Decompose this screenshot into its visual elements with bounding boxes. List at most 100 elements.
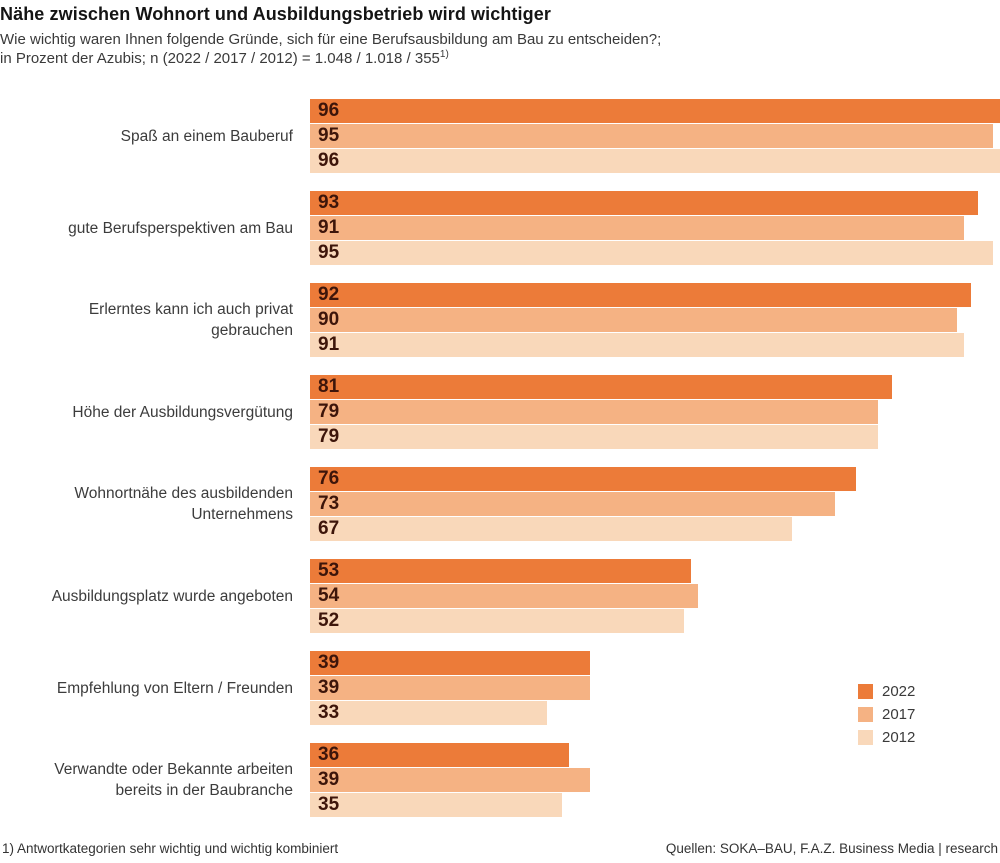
bar-track: 79 (310, 425, 1000, 449)
bar-stack: 36 39 35 (310, 743, 1000, 817)
bar-2022: 39 (310, 651, 591, 675)
bar-2022: 81 (310, 375, 893, 399)
bar-value-label: 79 (318, 426, 340, 447)
bar-stack: 53 54 52 (310, 559, 1000, 633)
chart-header: Nähe zwischen Wohnort und Ausbildungsbet… (0, 2, 1000, 68)
bar-2012: 52 (310, 609, 684, 633)
chart-subtitle: Wie wichtig waren Ihnen folgende Gründe,… (0, 30, 1000, 68)
category-label: Erlerntes kann ich auch privat gebrauche… (88, 301, 293, 339)
bar-2017: 73 (310, 492, 835, 516)
bar-value-label: 35 (318, 794, 340, 815)
bar-value-label: 36 (318, 744, 340, 765)
bar-group: Verwandte oder Bekannte arbeiten bereits… (0, 743, 1000, 817)
bar-2022: 53 (310, 559, 691, 583)
chart-footer: 1) Antwortkategorien sehr wichtig und wi… (2, 841, 998, 856)
bar-track: 39 (310, 676, 1000, 700)
bar-2012: 33 (310, 701, 548, 725)
bar-2017: 54 (310, 584, 699, 608)
bar-value-label: 90 (318, 309, 340, 330)
bar-track: 52 (310, 609, 1000, 633)
category-label: Wohnortnähe des ausbildenden Unternehmen… (74, 485, 293, 523)
legend-label: 2022 (882, 683, 916, 700)
bar-value-label: 76 (318, 468, 340, 489)
bar-2017: 95 (310, 124, 993, 148)
bar-value-label: 79 (318, 401, 340, 422)
bar-group: Empfehlung von Eltern / Freunden 39 39 33 (0, 651, 1000, 725)
bar-value-label: 54 (318, 585, 340, 606)
category-label: Spaß an einem Bauberuf (120, 127, 293, 145)
bar-2012: 79 (310, 425, 878, 449)
bar-2017: 91 (310, 216, 965, 240)
bar-2017: 90 (310, 308, 957, 332)
bar-value-label: 96 (318, 100, 340, 121)
bar-track: 91 (310, 333, 1000, 357)
bar-track: 54 (310, 584, 1000, 608)
bar-value-label: 39 (318, 677, 340, 698)
bar-track: 95 (310, 124, 1000, 148)
bar-track: 35 (310, 793, 1000, 817)
bar-track: 73 (310, 492, 1000, 516)
bar-track: 92 (310, 283, 1000, 307)
bar-track: 79 (310, 400, 1000, 424)
bar-2022: 76 (310, 467, 857, 491)
bar-2012: 35 (310, 793, 562, 817)
bar-2017: 79 (310, 400, 878, 424)
legend-swatch-2022 (858, 684, 873, 699)
legend-swatch-2017 (858, 707, 873, 722)
legend-item: 2017 (858, 707, 915, 722)
bar-track: 36 (310, 743, 1000, 767)
bar-value-label: 95 (318, 125, 340, 146)
category-label: Höhe der Ausbildungsvergütung (72, 403, 293, 421)
bar-2022: 36 (310, 743, 569, 767)
bar-group: Spaß an einem Bauberuf 96 95 96 (0, 99, 1000, 173)
bar-value-label: 67 (318, 518, 340, 539)
category-label: Empfehlung von Eltern / Freunden (56, 679, 293, 697)
bar-2022: 92 (310, 283, 972, 307)
footnote-text: 1) Antwortkategorien sehr wichtig und wi… (2, 841, 339, 856)
bar-value-label: 33 (318, 702, 340, 723)
bar-track: 33 (310, 701, 1000, 725)
legend-label: 2012 (882, 729, 916, 746)
bar-value-label: 39 (318, 652, 340, 673)
bar-2012: 91 (310, 333, 965, 357)
bar-value-label: 81 (318, 376, 340, 397)
bar-2017: 39 (310, 768, 591, 792)
footnote-marker: 1) (439, 49, 449, 60)
chart-subtitle-line2: in Prozent der Azubis; n (2022 / 2017 / … (0, 50, 440, 67)
category-label: Ausbildungsplatz wurde angeboten (51, 587, 293, 605)
bar-track: 96 (310, 149, 1000, 173)
chart-legend: 2022 2017 2012 (858, 684, 915, 753)
source-text: Quellen: SOKA–BAU, F.A.Z. Business Media… (665, 841, 998, 856)
bar-group: Ausbildungsplatz wurde angeboten 53 54 52 (0, 559, 1000, 633)
bar-value-label: 91 (318, 217, 340, 238)
bar-track: 95 (310, 241, 1000, 265)
bar-track: 39 (310, 651, 1000, 675)
bar-track: 81 (310, 375, 1000, 399)
bar-stack: 93 91 95 (310, 191, 1000, 265)
bar-2012: 96 (310, 149, 1000, 173)
bar-track: 96 (310, 99, 1000, 123)
bar-track: 67 (310, 517, 1000, 541)
bar-value-label: 52 (318, 610, 340, 631)
bar-value-label: 95 (318, 242, 340, 263)
bar-group: gute Berufsperspektiven am Bau 93 91 95 (0, 191, 1000, 265)
bar-group: Erlerntes kann ich auch privat gebrauche… (0, 283, 1000, 357)
category-label: Verwandte oder Bekannte arbeiten bereits… (54, 761, 293, 799)
bar-group: Wohnortnähe des ausbildenden Unternehmen… (0, 467, 1000, 541)
legend-swatch-2012 (858, 730, 873, 745)
legend-label: 2017 (882, 706, 916, 723)
bar-2017: 39 (310, 676, 591, 700)
grouped-bar-chart: Spaß an einem Bauberuf 96 95 96 gute Berufsp… (0, 99, 1000, 817)
bar-track: 53 (310, 559, 1000, 583)
bar-track: 76 (310, 467, 1000, 491)
bar-group: Höhe der Ausbildungsvergütung 81 79 79 (0, 375, 1000, 449)
bar-value-label: 39 (318, 769, 340, 790)
bar-value-label: 93 (318, 192, 340, 213)
bar-stack: 39 39 33 (310, 651, 1000, 725)
bar-value-label: 92 (318, 284, 340, 305)
chart-title: Nähe zwischen Wohnort und Ausbildungsbet… (0, 4, 551, 24)
bar-2022: 93 (310, 191, 979, 215)
bar-track: 91 (310, 216, 1000, 240)
bar-track: 93 (310, 191, 1000, 215)
bar-stack: 81 79 79 (310, 375, 1000, 449)
